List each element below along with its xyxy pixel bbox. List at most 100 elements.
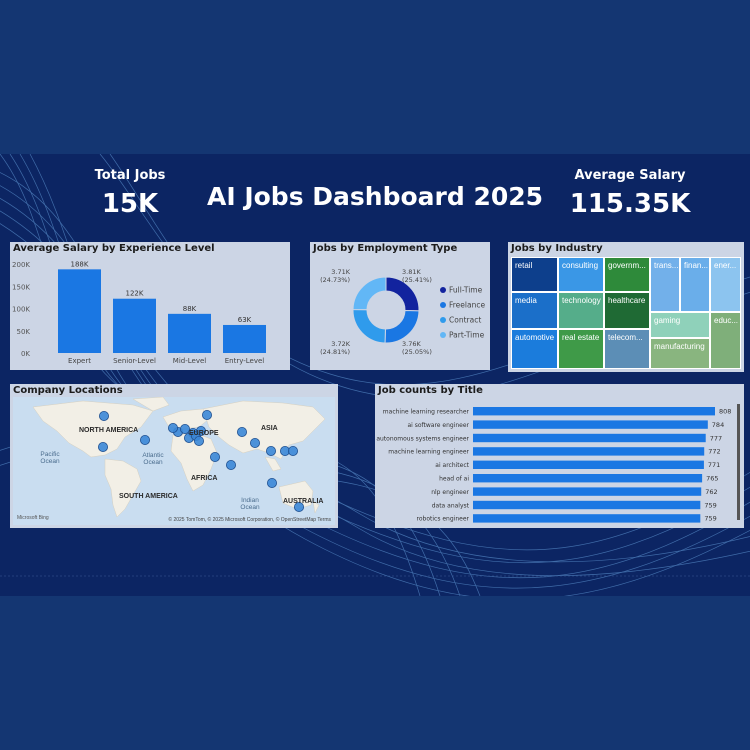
legend-marker bbox=[440, 287, 446, 293]
bar bbox=[473, 447, 705, 456]
treemap-tile[interactable]: real estate bbox=[558, 329, 604, 369]
treemap-tile[interactable]: ener... bbox=[710, 257, 741, 312]
map-label-north-america: NORTH AMERICA bbox=[79, 427, 139, 434]
bar bbox=[113, 298, 156, 353]
bar bbox=[223, 324, 266, 353]
bar-data-label: 762 bbox=[705, 488, 717, 496]
background-waves bbox=[0, 154, 750, 596]
map-marker bbox=[140, 435, 151, 446]
treemap-tile[interactable]: finan... bbox=[680, 257, 710, 312]
average-salary-value: 115.35K bbox=[569, 189, 691, 219]
x-category-label: Mid-Level bbox=[173, 357, 206, 365]
donut-value-label: 3.72K bbox=[331, 340, 350, 348]
total-jobs-card: Total Jobs 15K bbox=[80, 168, 180, 219]
treemap-tile[interactable]: healthcare bbox=[604, 292, 650, 329]
treemap-tile[interactable]: retail bbox=[511, 257, 558, 292]
bar-data-label: 777 bbox=[710, 434, 722, 442]
y-category-label: data analyst bbox=[432, 502, 470, 509]
industry-title: Jobs by Industry bbox=[511, 243, 603, 254]
footer-dotted-line bbox=[0, 575, 750, 577]
industry-treemap: retail consulting governm... trans... finan.… bbox=[511, 257, 741, 369]
company-locations-panel[interactable]: Company Locations NORTH AMERICA EUROPE bbox=[10, 384, 338, 528]
job-counts-chart: machine learning researcher 808 ai softwar… bbox=[376, 407, 731, 523]
donut-slice bbox=[384, 309, 420, 344]
treemap-tile[interactable]: technology bbox=[558, 292, 604, 329]
bar-data-label: 188K bbox=[71, 260, 89, 268]
treemap-tile[interactable]: gaming bbox=[650, 312, 710, 338]
job-counts-panel[interactable]: Job counts by Title machine learning res… bbox=[375, 384, 744, 528]
world-map[interactable]: NORTH AMERICA EUROPE ASIA AFRICA SOUTH A… bbox=[13, 397, 335, 525]
job-counts-scrollbar[interactable] bbox=[737, 404, 740, 520]
bar-data-label: 765 bbox=[706, 475, 718, 483]
average-salary-label: Average Salary bbox=[574, 168, 686, 183]
total-jobs-label: Total Jobs bbox=[94, 168, 166, 183]
world-map-land bbox=[32, 397, 326, 518]
y-tick-label: 100K bbox=[12, 306, 30, 314]
y-tick-label: 50K bbox=[17, 328, 31, 336]
y-tick-label: 200K bbox=[12, 261, 30, 269]
legend-marker bbox=[440, 332, 446, 338]
treemap-tile[interactable]: trans... bbox=[650, 257, 680, 312]
bar bbox=[168, 313, 211, 353]
bar-data-label: 808 bbox=[719, 408, 731, 416]
company-locations-title: Company Locations bbox=[13, 385, 123, 396]
bar-data-label: 784 bbox=[712, 421, 724, 429]
industry-panel[interactable]: Jobs by Industry retail consulting governm… bbox=[508, 242, 744, 372]
treemap-tile[interactable]: educ... bbox=[710, 312, 741, 369]
legend-label: Part-Time bbox=[449, 331, 485, 340]
donut-value-label: 3.71K bbox=[331, 268, 350, 276]
legend-label: Contract bbox=[449, 316, 481, 325]
bar-data-label: 772 bbox=[708, 448, 720, 456]
salary-by-experience-panel[interactable]: Average Salary by Experience Level 0K 50K… bbox=[10, 242, 290, 370]
employment-type-title: Jobs by Employment Type bbox=[313, 243, 458, 254]
average-salary-card: Average Salary 115.35K bbox=[565, 168, 695, 219]
donut-percent-label: (25.41%) bbox=[402, 276, 432, 284]
map-marker bbox=[201, 409, 212, 420]
dashboard-canvas: Total Jobs 15K AI Jobs Dashboard 2025 Av… bbox=[0, 154, 750, 596]
map-copyright[interactable]: © 2025 TomTom, © 2025 Microsoft Corporat… bbox=[168, 517, 331, 523]
bar-data-label: 771 bbox=[708, 461, 720, 469]
map-label-indian-ocean: Indian Ocean bbox=[240, 497, 260, 511]
map-marker bbox=[193, 436, 204, 447]
y-category-label: nlp engineer bbox=[431, 489, 469, 496]
y-category-label: ai software engineer bbox=[407, 422, 469, 429]
treemap-tile[interactable]: consulting bbox=[558, 257, 604, 292]
treemap-tile[interactable]: media bbox=[511, 292, 558, 329]
treemap-tile[interactable]: telecom... bbox=[604, 329, 650, 369]
y-category-label: robotics engineer bbox=[417, 516, 470, 523]
map-label-pacific-ocean: Pacific Ocean bbox=[40, 451, 60, 465]
treemap-tile[interactable]: governm... bbox=[604, 257, 650, 292]
y-category-label: ai architect bbox=[435, 462, 469, 469]
map-marker bbox=[225, 460, 236, 471]
bar bbox=[473, 514, 701, 523]
x-category-label: Entry-Level bbox=[225, 357, 265, 365]
bar bbox=[58, 269, 101, 353]
employment-type-chart: 3.81K(25.41%) 3.76K(25.05%) 3.72K(24.81%) 3… bbox=[320, 268, 485, 356]
map-label-africa: AFRICA bbox=[191, 475, 218, 482]
y-tick-label: 0K bbox=[21, 350, 30, 358]
bar bbox=[473, 433, 706, 443]
donut-percent-label: (24.73%) bbox=[320, 276, 350, 284]
map-marker bbox=[266, 478, 277, 489]
map-label-australia: AUSTRALIA bbox=[283, 498, 324, 505]
treemap-tile[interactable]: manufacturing bbox=[650, 338, 710, 369]
donut-value-label: 3.76K bbox=[402, 340, 421, 348]
map-marker bbox=[287, 446, 298, 457]
donut-slice bbox=[352, 308, 386, 344]
map-marker bbox=[249, 438, 260, 449]
y-category-label: machine learning engineer bbox=[388, 449, 469, 456]
map-label-asia: ASIA bbox=[261, 425, 278, 432]
donut-percent-label: (25.05%) bbox=[402, 348, 432, 356]
legend-marker bbox=[440, 317, 446, 323]
job-counts-title: Job counts by Title bbox=[378, 385, 483, 396]
donut-value-label: 3.81K bbox=[402, 268, 421, 276]
bar bbox=[473, 487, 702, 496]
map-marker bbox=[236, 426, 247, 437]
legend-label: Freelance bbox=[449, 301, 485, 310]
employment-type-panel[interactable]: Jobs by Employment Type 3.81K (25.41%) 3.7… bbox=[310, 242, 490, 370]
map-label-atlantic-ocean: Atlantic Ocean bbox=[142, 452, 164, 466]
treemap-tile[interactable]: automotive bbox=[511, 329, 558, 369]
total-jobs-value: 15K bbox=[101, 189, 159, 219]
x-category-label: Expert bbox=[68, 357, 91, 365]
x-category-label: Senior-Level bbox=[113, 357, 156, 365]
